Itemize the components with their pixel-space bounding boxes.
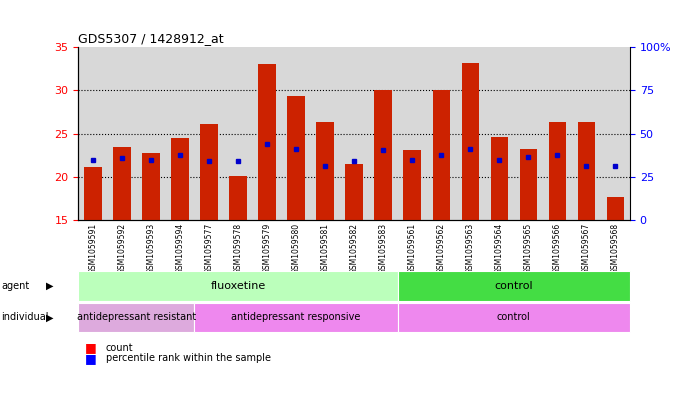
Text: antidepressant resistant: antidepressant resistant <box>77 312 196 322</box>
Text: agent: agent <box>1 281 29 291</box>
Bar <box>577 121 595 220</box>
Text: individual: individual <box>1 312 49 322</box>
Bar <box>84 167 101 220</box>
Bar <box>113 147 131 220</box>
Text: ▶: ▶ <box>46 281 54 291</box>
Bar <box>375 90 392 220</box>
Bar <box>520 149 537 220</box>
Bar <box>462 63 479 220</box>
Bar <box>345 164 363 220</box>
Text: control: control <box>497 312 530 322</box>
Text: GDS5307 / 1428912_at: GDS5307 / 1428912_at <box>78 31 224 44</box>
Text: percentile rank within the sample: percentile rank within the sample <box>106 353 270 364</box>
Text: control: control <box>494 281 533 291</box>
Bar <box>258 64 276 220</box>
Bar <box>607 197 624 220</box>
Bar <box>317 122 334 220</box>
Text: ▶: ▶ <box>46 312 54 322</box>
Text: ■: ■ <box>85 341 97 354</box>
Bar <box>432 90 450 220</box>
Bar <box>229 176 247 220</box>
Bar <box>287 95 305 220</box>
Text: count: count <box>106 343 133 353</box>
Text: antidepressant responsive: antidepressant responsive <box>232 312 361 322</box>
Bar <box>403 150 421 220</box>
Bar <box>549 122 566 220</box>
Text: ■: ■ <box>85 352 97 365</box>
Text: fluoxetine: fluoxetine <box>210 281 266 291</box>
Bar <box>142 152 159 220</box>
Bar <box>171 138 189 220</box>
Bar <box>490 137 508 220</box>
Bar <box>200 124 218 220</box>
